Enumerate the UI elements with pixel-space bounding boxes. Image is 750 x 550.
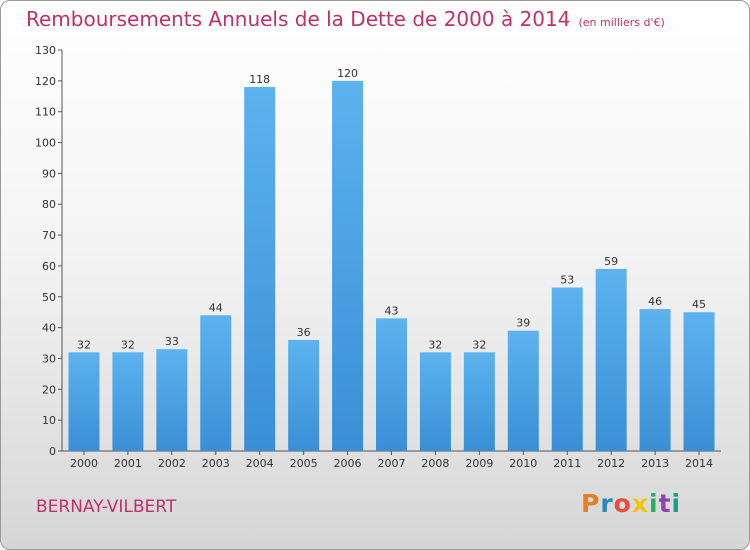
x-tick-label: 2000 [70,457,98,470]
proxiti-logo: Proxiti [581,489,681,518]
bar-value-label: 32 [77,338,91,351]
x-tick-label: 2013 [641,457,669,470]
y-tick-label: 130 [35,44,56,57]
bar [288,339,320,451]
x-tick-label: 2006 [334,457,362,470]
chart-title: Remboursements Annuels de la Dette de 20… [26,7,665,31]
x-tick-label: 2004 [246,457,274,470]
bar-value-label: 39 [516,317,530,330]
bar [595,269,627,451]
bar [156,349,188,451]
logo-letter: x [631,489,649,518]
y-tick-label: 90 [42,167,56,180]
y-tick-label: 10 [42,414,56,427]
y-tick-label: 120 [35,75,56,88]
logo-letter: t [658,489,672,518]
title-text: Remboursements Annuels de la Dette de 20… [26,7,571,31]
bar [332,80,364,451]
bar-value-label: 46 [648,295,662,308]
bars [68,80,715,451]
bar-value-label: 33 [165,335,179,348]
bar-value-label: 32 [472,338,486,351]
bar [683,312,715,451]
x-tick-label: 2007 [378,457,406,470]
x-tick-label: 2008 [421,457,449,470]
chart-subtitle: (en milliers d'€) [578,16,665,29]
x-tick-label: 2003 [202,457,230,470]
x-tick-label: 2010 [509,457,537,470]
x-tick-label: 2002 [158,457,186,470]
bar [507,330,539,451]
y-tick-label: 70 [42,229,56,242]
bar-value-label: 32 [121,338,135,351]
labels: 32 32 33 44 118 36 120 43 32 32 39 53 59 46 45 [77,67,706,351]
bar-value-label: 53 [560,274,574,287]
y-tick-label: 30 [42,352,56,365]
bar-value-label: 118 [249,73,270,86]
y-tick-label: 40 [42,322,56,335]
bar [639,309,671,451]
axes: 0 10 20 30 40 50 60 70 80 90 100 110 120 130 2000 2001 2… [35,44,721,470]
y-tick-label: 80 [42,198,56,211]
bar [244,87,276,451]
y-tick-label: 50 [42,291,56,304]
bar-value-label: 45 [692,298,706,311]
x-tick-label: 2014 [685,457,713,470]
y-tick-label: 110 [35,106,56,119]
bar [463,352,495,451]
x-tick-label: 2005 [290,457,318,470]
bar [376,318,407,451]
x-tick-label: 2009 [465,457,493,470]
logo-letter: o [613,489,632,518]
logo-letter: r [600,489,614,518]
x-tick-label: 2012 [597,457,625,470]
bar-value-label: 32 [428,338,442,351]
x-tick-label: 2011 [553,457,581,470]
bar [68,352,100,451]
bar [112,352,144,451]
bar-value-label: 43 [385,304,399,317]
x-tick-label: 2001 [114,457,142,470]
bar-value-label: 36 [297,326,311,339]
y-tick-label: 100 [35,137,56,150]
bar [419,352,451,451]
logo-letter: i [671,489,682,518]
y-tick-label: 60 [42,260,56,273]
y-tick-label: 20 [42,383,56,396]
y-tick-label: 0 [49,445,56,458]
bar [551,287,583,451]
location-label: BERNAY-VILBERT [36,497,177,517]
logo-letter: i [649,489,659,518]
bar-value-label: 44 [209,301,223,314]
bar-value-label: 59 [604,255,618,268]
bar-value-label: 120 [337,67,358,80]
bar [200,315,232,451]
logo-letter: P [581,489,601,518]
